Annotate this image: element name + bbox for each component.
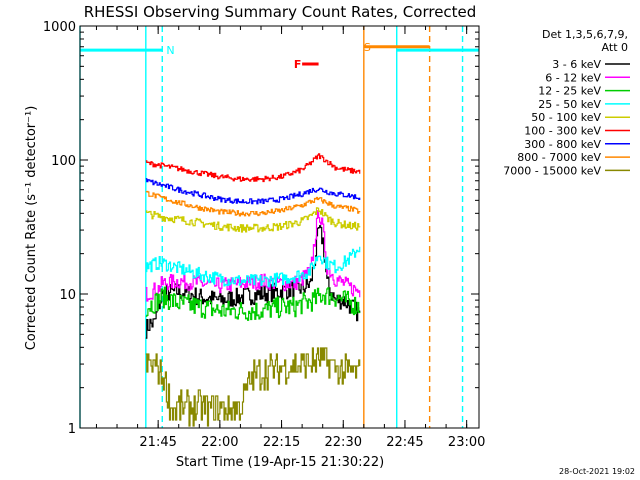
- legend-label-8: 7000 - 15000 keV: [503, 164, 601, 177]
- series-line-2: [145, 286, 361, 321]
- legend-label-2: 12 - 25 keV: [538, 85, 601, 98]
- legend-label-7: 800 - 7000 keV: [517, 151, 601, 164]
- legend-label-1: 6 - 12 keV: [545, 71, 601, 84]
- annotation-n: N: [166, 44, 174, 57]
- footer-date: 28-Oct-2021 19:02: [559, 467, 635, 476]
- series-line-5: [145, 153, 361, 183]
- x-tick-label-4: 22:45: [386, 435, 423, 450]
- x-tick-label-3: 22:30: [325, 435, 362, 450]
- x-tick-label-1: 22:00: [201, 435, 238, 450]
- x-axis-label: Start Time (19-Apr-15 21:30:22): [176, 455, 384, 470]
- y-axis-label: Corrected Count Rate (s⁻¹ detector⁻¹): [24, 106, 39, 351]
- plot-frame: [79, 25, 480, 429]
- series-line-8: [145, 347, 361, 427]
- legend-label-0: 3 - 6 keV: [552, 58, 601, 71]
- legend-header-line-2: Att 0: [602, 41, 628, 54]
- annotation-f: F: [294, 58, 302, 71]
- legend-label-3: 25 - 50 keV: [538, 98, 601, 111]
- x-tick-label-5: 23:00: [448, 435, 485, 450]
- x-axis: 21:45 22:00 22:15 22:30 22:45 23:00: [95, 26, 485, 450]
- y-tick-label-2: 100: [51, 154, 76, 169]
- plot-area: N S F: [79, 26, 479, 428]
- legend-header-line-1: Det 1,3,5,6,7,9,: [542, 28, 628, 41]
- series-line-6: [145, 178, 361, 205]
- series-line-1: [145, 210, 361, 302]
- legend-label-4: 50 - 100 keV: [531, 111, 601, 124]
- series-line-7: [145, 190, 361, 217]
- x-tick-label-2: 22:15: [263, 435, 300, 450]
- x-tick-label-0: 21:45: [139, 435, 176, 450]
- y-tick-label-3: 1000: [43, 20, 76, 35]
- y-tick-label-1: 10: [59, 288, 76, 303]
- series-line-3: [145, 246, 361, 288]
- legend-label-6: 300 - 800 keV: [524, 138, 601, 151]
- legend-label-5: 100 - 300 keV: [524, 125, 601, 138]
- annotation-s: S: [364, 41, 371, 54]
- y-axis: 1 10 100 1000: [43, 20, 479, 437]
- y-tick-label-0: 1: [68, 422, 76, 437]
- chart-title: RHESSI Observing Summary Count Rates, Co…: [84, 3, 477, 21]
- series-line-4: [145, 207, 361, 233]
